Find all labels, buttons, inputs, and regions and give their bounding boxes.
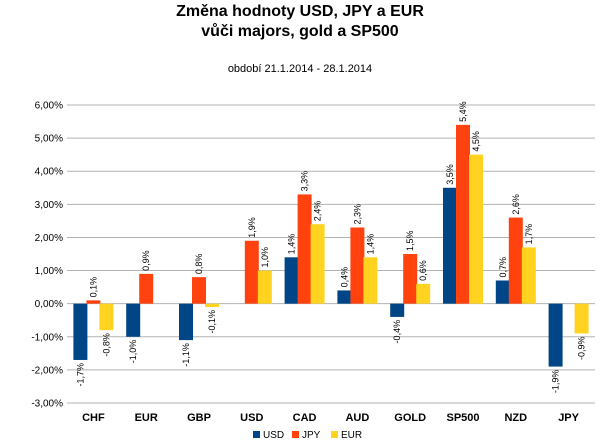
bar-usd-cad — [284, 257, 299, 304]
y-tick-label: 6,00% — [35, 101, 63, 112]
y-tick-label: 1,00% — [35, 266, 63, 277]
x-tick-label: JPY — [558, 412, 579, 424]
data-label: 0,1% — [88, 277, 98, 298]
x-axis-ticks: CHF EUR GBP USD CAD AUD GOLD SP500 NZD JPY — [82, 412, 580, 424]
x-tick-label: GBP — [187, 412, 211, 424]
data-label: -0,4% — [392, 320, 402, 344]
bar-eur-sp500 — [469, 154, 483, 304]
legend-label-eur: EUR — [341, 430, 362, 441]
data-label: -0,9% — [577, 336, 587, 360]
data-label: 1,4% — [365, 234, 375, 255]
legend-swatch-usd — [253, 431, 260, 438]
bar-jpy-sp500 — [456, 124, 470, 304]
data-label: 1,0% — [260, 247, 270, 268]
bar-eur-chf — [99, 303, 114, 331]
bar-usd-chf — [73, 303, 88, 360]
bar-usd-eur — [126, 303, 141, 337]
bar-eur-usd — [257, 270, 272, 304]
bar-eur-cad — [310, 224, 325, 304]
gridlines — [67, 104, 595, 404]
x-tick-label: CAD — [293, 412, 317, 424]
data-label: -1,0% — [128, 340, 138, 364]
x-tick-label: USD — [240, 412, 263, 424]
x-tick-label: CHF — [82, 412, 105, 424]
data-label: 0,4% — [339, 267, 349, 288]
chart-title-line2: vůči majors, gold a SP500 — [201, 23, 399, 40]
data-label: 0,6% — [418, 260, 428, 281]
chart-subtitle: období 21.1.2014 - 28.1.2014 — [228, 63, 372, 75]
bars — [73, 124, 589, 367]
data-label: 1,5% — [405, 230, 415, 251]
data-labels: -1,7% 0,1% -0,8% -1,0% 0,9% -1,1% 0,8% -0,1% 1,9… — [75, 101, 586, 393]
data-label: 0,9% — [141, 250, 151, 271]
data-label: -1,1% — [181, 343, 191, 367]
chart-title: Změna hodnoty USD, JPY a EUR — [176, 3, 424, 20]
data-label: -1,7% — [75, 363, 85, 387]
legend-swatch-jpy — [292, 431, 299, 438]
legend-label-usd: USD — [263, 430, 284, 441]
bar-eur-aud — [363, 257, 378, 304]
x-tick-label: SP500 — [446, 412, 479, 424]
bar-eur-gbp — [205, 303, 219, 307]
y-tick-label: 4,00% — [35, 167, 63, 178]
bar-jpy-eur — [139, 273, 154, 304]
data-label: -0,8% — [101, 333, 111, 357]
data-label: 3,3% — [300, 171, 310, 192]
data-label: 1,4% — [287, 234, 297, 255]
bar-eur-gold — [416, 283, 431, 304]
legend: USD JPY EUR — [253, 430, 362, 441]
x-tick-label: EUR — [135, 412, 158, 424]
y-tick-label: -1,00% — [31, 332, 63, 343]
y-tick-label: -3,00% — [31, 399, 63, 410]
bar-usd-sp500 — [443, 187, 457, 304]
data-label: -1,9% — [551, 370, 561, 394]
bar-eur-jpy — [574, 303, 589, 334]
data-label: 2,3% — [352, 204, 362, 225]
data-label: 0,8% — [194, 254, 204, 275]
bar-jpy-gbp — [192, 277, 206, 304]
data-label: 1,7% — [524, 224, 534, 245]
data-label: 0,7% — [498, 257, 508, 278]
x-tick-label: GOLD — [394, 412, 426, 424]
data-label: -0,1% — [207, 310, 217, 334]
y-tick-label: -2,00% — [31, 365, 63, 376]
bar-jpy-gold — [403, 254, 418, 304]
bar-usd-aud — [337, 290, 352, 304]
data-label: 2,4% — [313, 201, 323, 222]
bar-jpy-usd — [244, 240, 259, 304]
bar-usd-jpy — [548, 303, 563, 367]
y-axis-ticks: -3,00% -2,00% -1,00% 0,00% 1,00% 2,00% 3,00% 4,… — [31, 101, 63, 410]
bar-eur-nzd — [521, 247, 536, 304]
y-tick-label: 5,00% — [35, 134, 63, 145]
data-label: 2,6% — [511, 194, 521, 215]
x-tick-label: NZD — [504, 412, 527, 424]
data-label: 5,4% — [458, 101, 468, 122]
legend-swatch-eur — [331, 431, 338, 438]
data-label: 1,9% — [247, 217, 257, 238]
bar-jpy-chf — [86, 300, 101, 304]
y-tick-label: 2,00% — [35, 233, 63, 244]
bar-usd-nzd — [495, 280, 510, 304]
bar-jpy-cad — [297, 194, 312, 304]
bar-usd-gbp — [179, 303, 193, 341]
y-tick-label: 0,00% — [35, 299, 63, 310]
legend-label-jpy: JPY — [302, 430, 321, 441]
bar-jpy-aud — [350, 227, 365, 304]
bar-usd-gold — [390, 303, 405, 317]
data-label: 4,5% — [471, 131, 481, 152]
data-label: 3,5% — [445, 164, 455, 185]
x-tick-label: AUD — [345, 412, 369, 424]
y-tick-label: 3,00% — [35, 200, 63, 211]
bar-jpy-nzd — [508, 217, 523, 304]
